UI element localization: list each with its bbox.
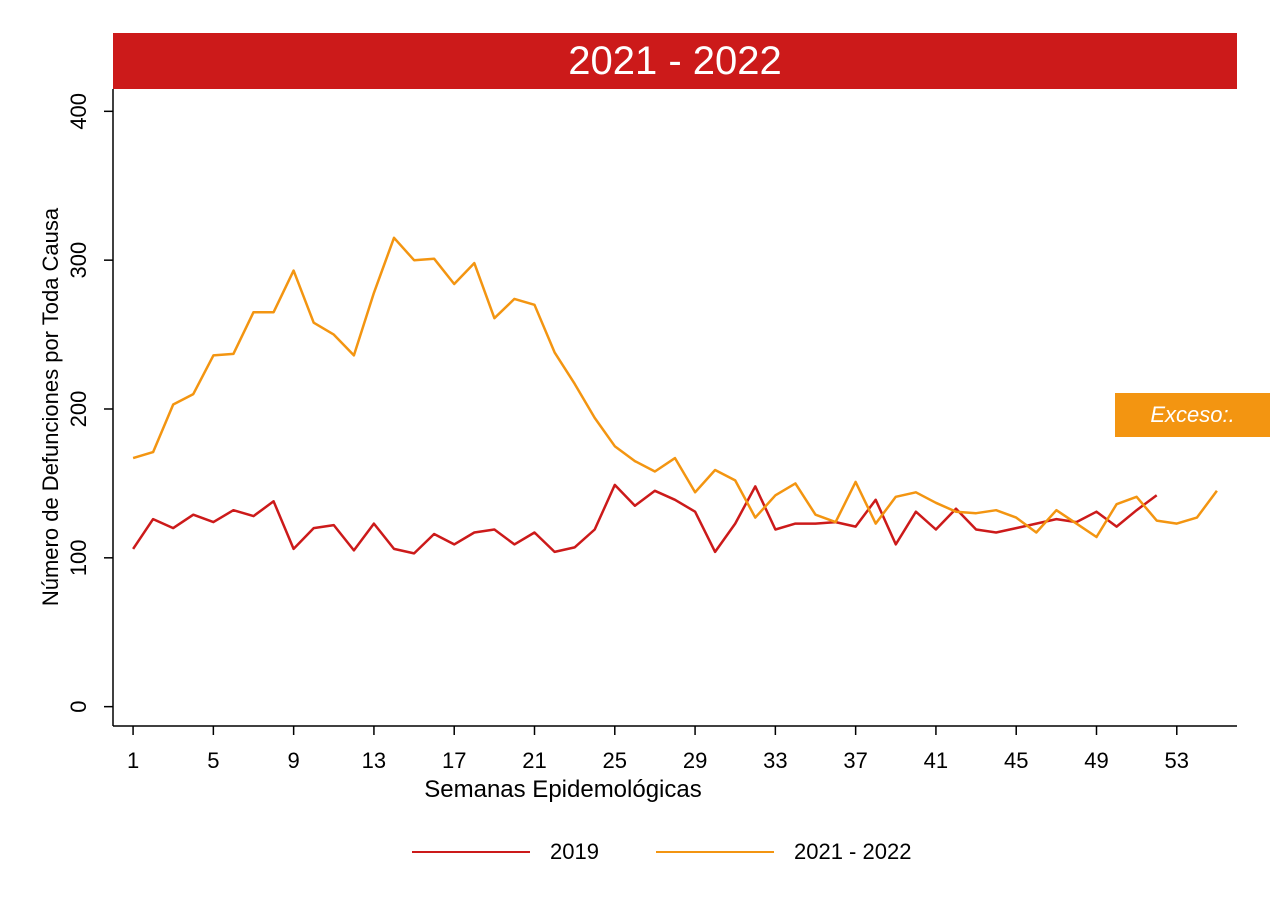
x-tick-label: 33 bbox=[763, 748, 787, 773]
x-tick-label: 1 bbox=[127, 748, 139, 773]
legend-label-2019: 2019 bbox=[550, 839, 599, 864]
excess-badge-label: Exceso:. bbox=[1150, 402, 1235, 427]
y-axis-title: Número de Defunciones por Toda Causa bbox=[38, 207, 63, 606]
x-tick-label: 37 bbox=[843, 748, 867, 773]
x-tick-label: 25 bbox=[603, 748, 627, 773]
y-tick-label: 400 bbox=[66, 93, 91, 130]
x-tick-label: 9 bbox=[288, 748, 300, 773]
x-tick-label: 5 bbox=[207, 748, 219, 773]
x-axis-title: Semanas Epidemológicas bbox=[424, 776, 702, 803]
legend-item-2019: 2019 bbox=[412, 834, 599, 870]
legend-swatch-2021-2022 bbox=[656, 851, 774, 853]
legend-swatch-2019 bbox=[412, 851, 530, 853]
chart-title: 2021 - 2022 bbox=[568, 38, 782, 83]
x-tick-label: 13 bbox=[362, 748, 386, 773]
x-tick-label: 49 bbox=[1084, 748, 1108, 773]
x-tick-label: 17 bbox=[442, 748, 466, 773]
x-tick-label: 45 bbox=[1004, 748, 1028, 773]
y-tick-label: 0 bbox=[66, 701, 91, 713]
y-tick-label: 100 bbox=[66, 539, 91, 576]
x-tick-label: 21 bbox=[522, 748, 546, 773]
series-line-2021-2022 bbox=[132, 236, 1218, 539]
chart-title-bar: 2021 - 2022 bbox=[113, 33, 1237, 89]
legend-label-2021-2022: 2021 - 2022 bbox=[794, 839, 912, 864]
legend: 2019 2021 - 2022 bbox=[0, 834, 1270, 870]
series-line-2019 bbox=[132, 483, 1158, 555]
x-tick-label: 41 bbox=[924, 748, 948, 773]
legend-item-2021-2022: 2021 - 2022 bbox=[656, 834, 911, 870]
y-tick-label: 200 bbox=[66, 391, 91, 428]
x-tick-label: 53 bbox=[1165, 748, 1189, 773]
y-tick-label: 300 bbox=[66, 242, 91, 279]
excess-badge: Exceso:. bbox=[1115, 393, 1270, 437]
x-tick-label: 29 bbox=[683, 748, 707, 773]
